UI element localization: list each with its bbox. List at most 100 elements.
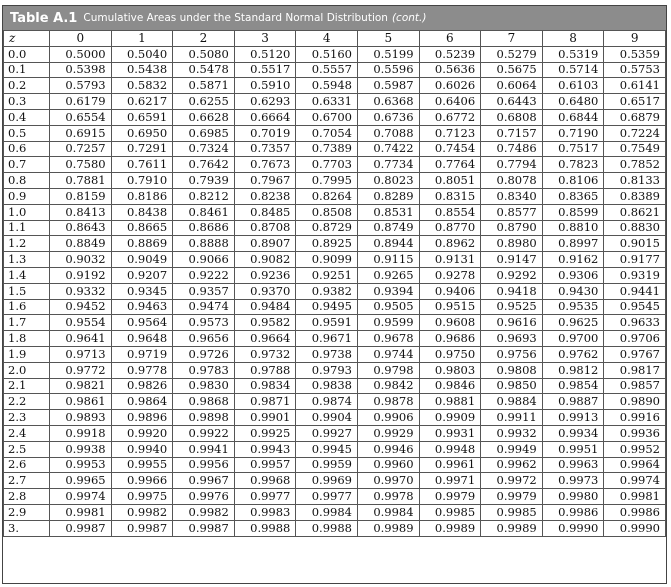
area-value-cell: 0.9783: [172, 361, 235, 379]
area-value-cell: 0.9265: [356, 266, 420, 284]
area-value-cell: 0.9896: [110, 409, 174, 426]
column-header-1: 1: [110, 30, 174, 47]
area-value-cell: 0.9987: [110, 519, 174, 537]
area-value-cell: 0.9671: [295, 330, 358, 347]
area-value-cell: 0.9812: [541, 361, 605, 379]
area-value-cell: 0.8106: [541, 172, 605, 189]
area-value-cell: 0.9726: [172, 345, 235, 363]
table-row: 1.7 0.9554 0.9564 0.9573 0.9582 0.9591 0.9599 0…: [3, 314, 666, 332]
z-value-cell: 1.8: [3, 330, 50, 347]
area-value-cell: 0.6772: [418, 108, 482, 126]
table-row: 1.4 0.9192 0.9207 0.9222 0.9236 0.9251 0.9265 0…: [3, 266, 666, 284]
z-value-cell: 2.6: [3, 456, 50, 474]
area-value-cell: 0.9938: [49, 440, 112, 458]
table-row: 2.1 0.9821 0.9826 0.9830 0.9834 0.9838 0.9842 0…: [3, 377, 666, 395]
area-value-cell: 0.7190: [541, 124, 605, 142]
area-value-cell: 0.8289: [356, 187, 420, 205]
area-value-cell: 0.8888: [172, 235, 235, 253]
area-value-cell: 0.5517: [233, 61, 297, 79]
area-value-cell: 0.5948: [295, 77, 358, 95]
area-value-cell: 0.9441: [603, 282, 666, 300]
z-value-cell: 1.4: [3, 266, 50, 284]
area-value-cell: 0.9988: [295, 519, 358, 537]
area-value-cell: 0.9846: [418, 377, 482, 395]
area-value-cell: 0.9861: [49, 393, 112, 411]
z-value-cell: 2.2: [3, 393, 50, 411]
z-value-cell: 0.4: [3, 108, 50, 126]
area-value-cell: 0.6443: [480, 93, 543, 110]
area-value-cell: 0.9821: [49, 377, 112, 395]
area-value-cell: 0.5398: [49, 61, 112, 79]
table-row: 2.5 0.9938 0.9940 0.9941 0.9943 0.9945 0.9946 0…: [3, 440, 666, 458]
area-value-cell: 0.6331: [295, 93, 358, 110]
area-value-cell: 0.9418: [480, 282, 543, 300]
area-value-cell: 0.7517: [541, 140, 605, 158]
area-value-cell: 0.6844: [541, 108, 605, 126]
column-header-5: 5: [356, 30, 420, 47]
area-value-cell: 0.9817: [603, 361, 666, 379]
area-value-cell: 0.8599: [541, 203, 605, 221]
area-value-cell: 0.9941: [172, 440, 235, 458]
area-value-cell: 0.9940: [110, 440, 174, 458]
area-value-cell: 0.5675: [480, 61, 543, 79]
area-value-cell: 0.7422: [356, 140, 420, 158]
area-value-cell: 0.8438: [110, 203, 174, 221]
area-value-cell: 0.6026: [418, 77, 482, 95]
area-value-cell: 0.9830: [172, 377, 235, 395]
table-frame: Table A.1 Cumulative Areas under the Sta…: [2, 5, 667, 584]
area-value-cell: 0.9953: [49, 456, 112, 474]
area-value-cell: 0.9979: [418, 488, 482, 505]
area-value-cell: 0.5832: [110, 77, 174, 95]
area-value-cell: 0.6406: [418, 93, 482, 110]
area-value-cell: 0.9956: [172, 456, 235, 474]
area-value-cell: 0.6179: [49, 93, 112, 110]
area-value-cell: 0.9545: [603, 298, 666, 316]
area-value-cell: 0.9963: [541, 456, 605, 474]
area-value-cell: 0.9904: [295, 409, 358, 426]
area-value-cell: 0.8944: [356, 235, 420, 253]
z-value-cell: 0.7: [3, 156, 50, 174]
area-value-cell: 0.7642: [172, 156, 235, 174]
table-title: Cumulative Areas under the Standard Norm…: [83, 12, 388, 24]
area-value-cell: 0.5753: [603, 61, 666, 79]
area-value-cell: 0.8997: [541, 235, 605, 253]
area-value-cell: 0.6217: [110, 93, 174, 110]
z-value-cell: 2.1: [3, 377, 50, 395]
table-row: 1.1 0.8643 0.8665 0.8686 0.8708 0.8729 0.8749 0…: [3, 219, 666, 237]
table-row: 2.0 0.9772 0.9778 0.9783 0.9788 0.9793 0.9798 0…: [3, 361, 666, 379]
area-value-cell: 0.8577: [480, 203, 543, 221]
area-value-cell: 0.9236: [233, 266, 297, 284]
area-value-cell: 0.9955: [110, 456, 174, 474]
area-value-cell: 0.5279: [480, 45, 543, 63]
area-value-cell: 0.6591: [110, 108, 174, 126]
area-value-cell: 0.6141: [603, 77, 666, 95]
area-value-cell: 0.8078: [480, 172, 543, 189]
area-value-cell: 0.7224: [603, 124, 666, 142]
area-value-cell: 0.5199: [356, 45, 420, 63]
area-value-cell: 0.9985: [480, 503, 543, 521]
area-value-cell: 0.9986: [541, 503, 605, 521]
area-value-cell: 0.9898: [172, 409, 235, 426]
area-value-cell: 0.8686: [172, 219, 235, 237]
area-value-cell: 0.9983: [233, 503, 297, 521]
area-value-cell: 0.9049: [110, 251, 174, 268]
z-value-cell: 2.4: [3, 424, 50, 442]
table-row: 0.5 0.6915 0.6950 0.6985 0.7019 0.7054 0.7088 0…: [3, 124, 666, 142]
area-value-cell: 0.9505: [356, 298, 420, 316]
area-value-cell: 0.9987: [172, 519, 235, 537]
area-value-cell: 0.9756: [480, 345, 543, 363]
z-value-cell: 2.8: [3, 488, 50, 505]
area-value-cell: 0.9700: [541, 330, 605, 347]
area-value-cell: 0.9936: [603, 424, 666, 442]
area-value-cell: 0.9984: [295, 503, 358, 521]
area-value-cell: 0.9948: [418, 440, 482, 458]
area-value-cell: 0.7852: [603, 156, 666, 174]
area-value-cell: 0.8907: [233, 235, 297, 253]
table-row: 2.9 0.9981 0.9982 0.9982 0.9983 0.9984 0.9984 0…: [3, 503, 666, 521]
area-value-cell: 0.9515: [418, 298, 482, 316]
area-value-cell: 0.9706: [603, 330, 666, 347]
area-value-cell: 0.8133: [603, 172, 666, 189]
area-value-cell: 0.6664: [233, 108, 297, 126]
area-value-cell: 0.9850: [480, 377, 543, 395]
